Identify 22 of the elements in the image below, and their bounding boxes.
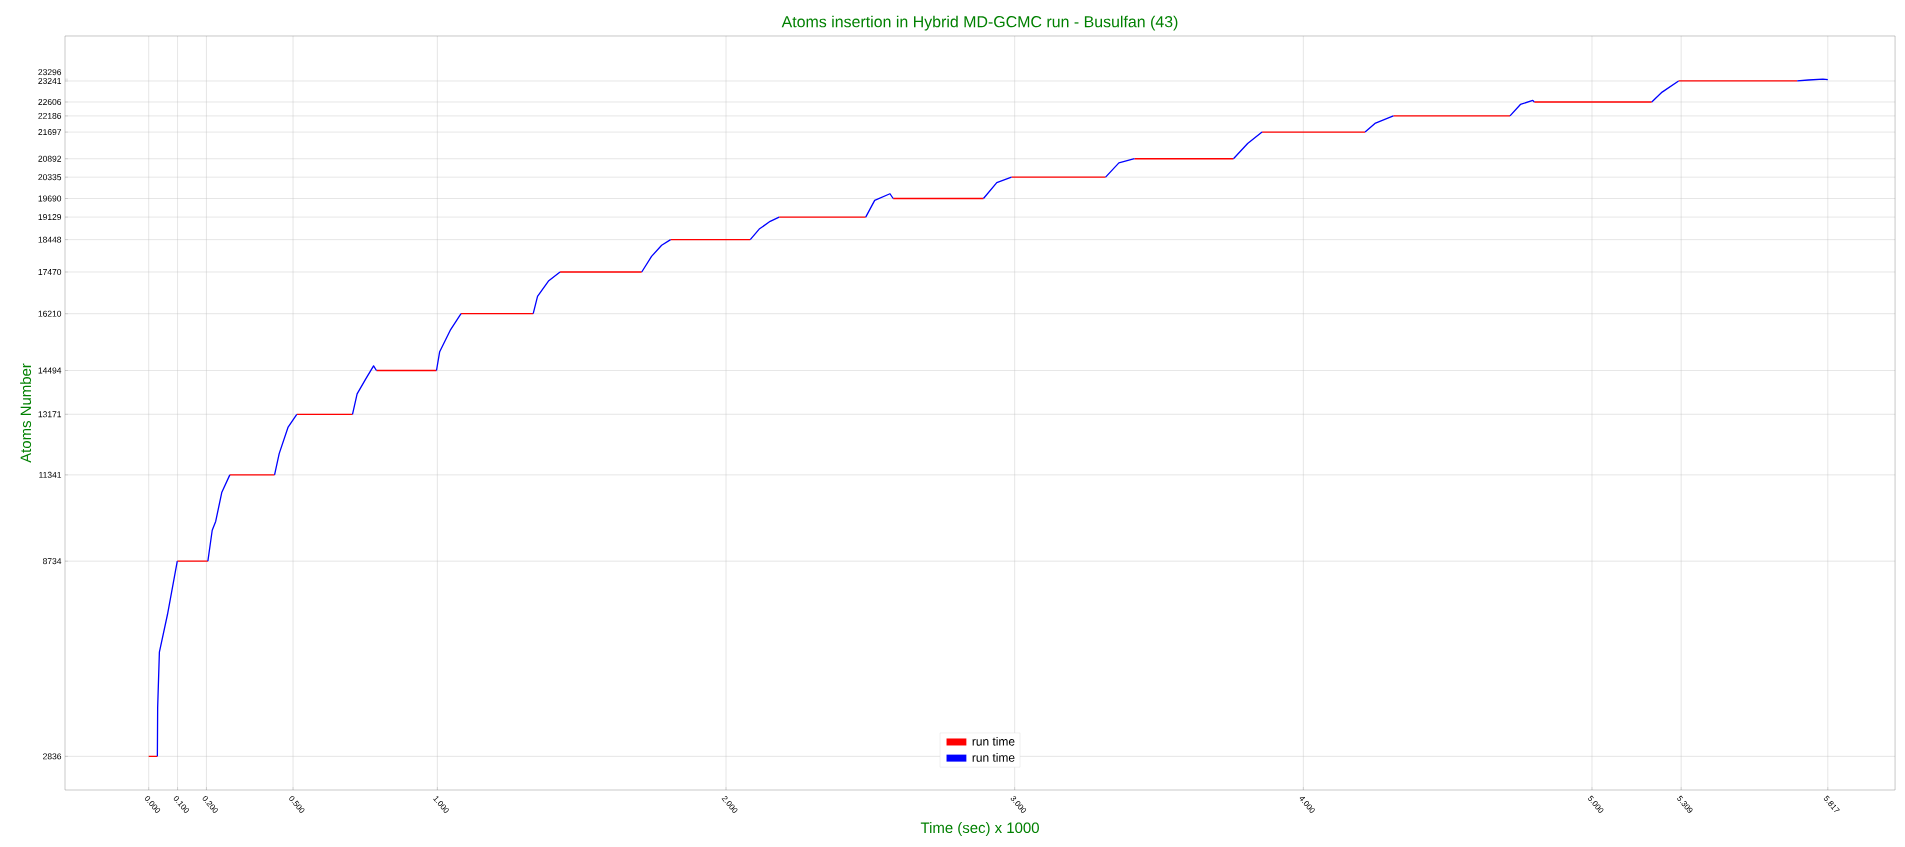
y-tick-label: 23296 [38,69,62,76]
y-tick-label: 19690 [38,195,62,202]
y-tick-label: 19129 [38,214,62,221]
y-tick-label: 22186 [38,112,62,119]
y-tick-label: 22606 [38,99,62,105]
legend-label: run time [972,736,1015,746]
chart-title: Atoms insertion in Hybrid MD-GCMC run - Busulfan (43) [781,15,1178,31]
y-tick-label: 11341 [39,471,62,478]
y-tick-label: 20892 [38,155,62,162]
x-axis-title: Time (sec) x 1000 [920,822,1039,836]
y-tick-label: 18448 [38,236,62,243]
y-tick-label: 23241 [38,77,62,84]
legend-label: run time [972,753,1015,762]
y-tick-label: 17470 [38,269,62,275]
y-tick-label: 14494 [38,367,62,374]
y-axis-title: Atoms Number [20,363,32,463]
y-tick-label: 13171 [38,411,62,418]
y-tick-label: 20335 [38,174,62,181]
y-tick-label: 16210 [38,310,62,317]
y-tick-label: 8734 [43,558,62,565]
y-tick-label: 21697 [38,129,62,136]
y-tick-label: 2836 [43,753,62,760]
